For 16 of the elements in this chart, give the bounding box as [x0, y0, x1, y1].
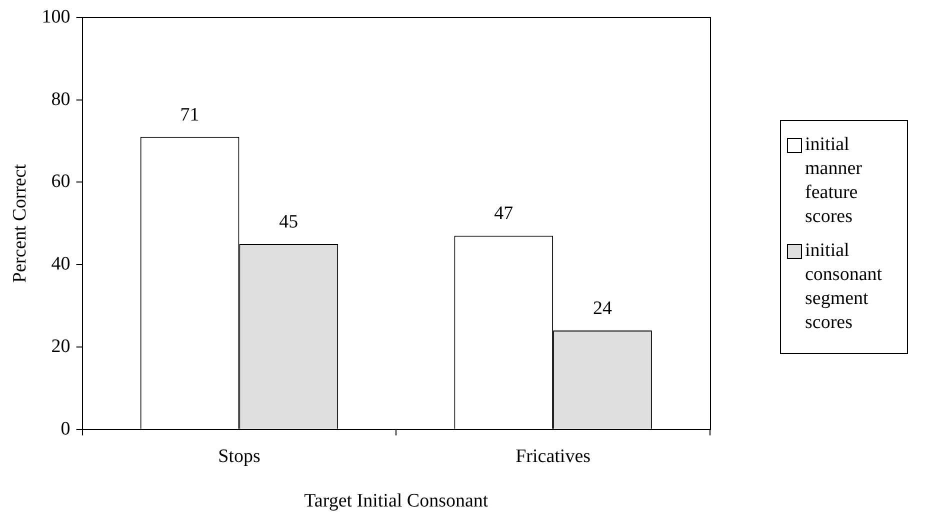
data-label: 45 [279, 211, 298, 232]
x-tick-label: Stops [218, 446, 260, 467]
data-label: 71 [180, 104, 200, 126]
y-tick-label: 60 [51, 171, 70, 192]
y-tick-label: 0 [60, 418, 70, 440]
x-axis-title: Target Initial Consonant [304, 490, 489, 512]
text: initial manner feature scores [805, 133, 863, 229]
y-tick-label: 100 [42, 6, 70, 28]
y-axis-title: Percent Correct [9, 163, 30, 283]
legend-label: initial consonant segment scores [805, 239, 884, 335]
y-tick-label: 80 [51, 88, 70, 110]
x-tick-label: Fricatives [516, 446, 591, 467]
data-label: 24 [593, 298, 613, 320]
data-label: 47 [494, 203, 514, 224]
y-tick-label: 20 [51, 336, 70, 357]
y-tick-label: 40 [51, 254, 70, 275]
